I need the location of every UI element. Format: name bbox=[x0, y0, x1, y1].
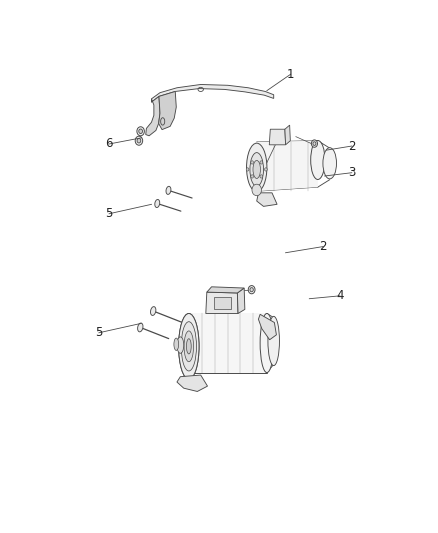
Ellipse shape bbox=[155, 199, 160, 207]
Ellipse shape bbox=[260, 161, 263, 164]
Ellipse shape bbox=[166, 187, 171, 195]
Ellipse shape bbox=[177, 337, 184, 353]
Ellipse shape bbox=[311, 141, 325, 180]
Ellipse shape bbox=[313, 142, 316, 146]
Ellipse shape bbox=[260, 175, 263, 178]
Ellipse shape bbox=[187, 339, 191, 354]
Ellipse shape bbox=[252, 184, 261, 196]
Ellipse shape bbox=[179, 313, 199, 379]
Text: 4: 4 bbox=[336, 289, 344, 302]
Ellipse shape bbox=[139, 129, 142, 134]
Polygon shape bbox=[257, 141, 318, 191]
Polygon shape bbox=[207, 287, 244, 293]
Ellipse shape bbox=[184, 331, 194, 362]
Ellipse shape bbox=[268, 317, 279, 366]
Polygon shape bbox=[206, 292, 238, 313]
Polygon shape bbox=[237, 288, 245, 313]
Ellipse shape bbox=[265, 168, 267, 171]
Ellipse shape bbox=[250, 288, 253, 292]
Text: 6: 6 bbox=[105, 138, 113, 150]
Ellipse shape bbox=[179, 313, 199, 379]
Ellipse shape bbox=[311, 140, 318, 147]
Polygon shape bbox=[285, 125, 290, 145]
Text: 2: 2 bbox=[319, 240, 327, 253]
Polygon shape bbox=[177, 375, 208, 391]
Ellipse shape bbox=[151, 306, 156, 316]
Ellipse shape bbox=[250, 152, 264, 186]
Ellipse shape bbox=[137, 139, 141, 143]
Polygon shape bbox=[159, 92, 176, 130]
Ellipse shape bbox=[135, 136, 143, 145]
Ellipse shape bbox=[181, 322, 197, 371]
Ellipse shape bbox=[174, 338, 179, 350]
Ellipse shape bbox=[260, 313, 274, 373]
Polygon shape bbox=[152, 84, 274, 102]
Ellipse shape bbox=[246, 168, 249, 171]
Ellipse shape bbox=[251, 161, 254, 164]
Ellipse shape bbox=[323, 148, 336, 179]
Text: 5: 5 bbox=[95, 326, 102, 340]
Text: 5: 5 bbox=[106, 207, 113, 220]
Text: 3: 3 bbox=[348, 166, 356, 179]
Polygon shape bbox=[269, 129, 286, 145]
Polygon shape bbox=[257, 193, 277, 206]
Ellipse shape bbox=[253, 160, 261, 179]
Polygon shape bbox=[146, 96, 160, 136]
Ellipse shape bbox=[247, 143, 267, 191]
Polygon shape bbox=[189, 313, 267, 373]
Ellipse shape bbox=[137, 127, 145, 136]
Ellipse shape bbox=[251, 175, 254, 178]
Text: 2: 2 bbox=[348, 140, 356, 152]
Text: 1: 1 bbox=[287, 68, 294, 80]
Polygon shape bbox=[258, 314, 276, 340]
Ellipse shape bbox=[248, 286, 255, 294]
Ellipse shape bbox=[138, 323, 143, 332]
Polygon shape bbox=[214, 297, 231, 309]
